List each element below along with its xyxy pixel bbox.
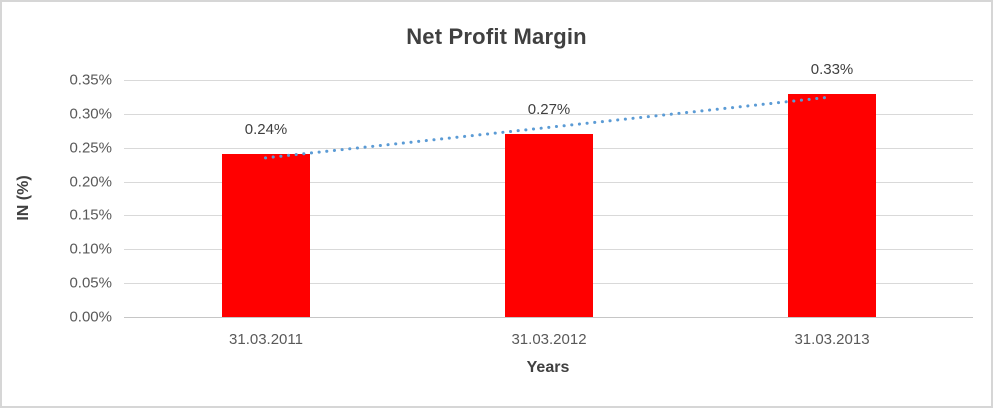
y-tick-label: 0.15% xyxy=(69,206,112,224)
chart-title: Net Profit Margin xyxy=(406,24,587,49)
gridline xyxy=(124,317,973,318)
bar-value-label: 0.24% xyxy=(244,121,288,138)
x-axis-title: Years xyxy=(526,359,570,376)
y-tick-label: 0.10% xyxy=(69,240,112,258)
bar-value-label: 0.27% xyxy=(527,101,571,118)
x-category-label: 31.03.2013 xyxy=(794,331,870,348)
y-tick-label: 0.05% xyxy=(69,274,112,292)
y-tick-label: 0.25% xyxy=(69,139,112,157)
bar-value-label: 0.33% xyxy=(810,61,854,78)
y-tick-label: 0.20% xyxy=(69,173,112,191)
bar xyxy=(505,134,593,317)
gridline xyxy=(124,80,973,81)
y-axis-title: IN (%) xyxy=(15,175,32,221)
x-category-label: 31.03.2011 xyxy=(229,331,303,348)
x-category-label: 31.03.2012 xyxy=(511,331,587,348)
bar xyxy=(222,154,310,317)
bar xyxy=(788,94,876,317)
y-tick-label: 0.35% xyxy=(69,71,112,89)
y-tick-label: 0.00% xyxy=(69,308,112,326)
y-tick-label: 0.30% xyxy=(69,105,112,123)
